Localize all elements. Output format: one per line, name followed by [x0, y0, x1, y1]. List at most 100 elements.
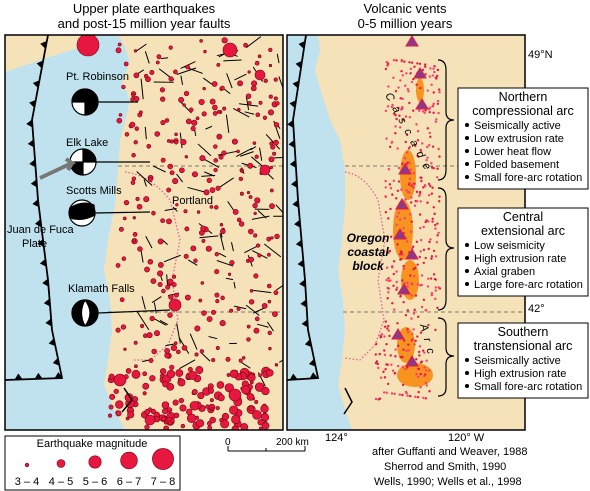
vent	[432, 67, 435, 70]
vent	[404, 367, 407, 371]
vent	[399, 218, 402, 221]
fault	[217, 150, 238, 156]
vent	[400, 251, 403, 254]
earthquake	[119, 297, 125, 303]
vent	[382, 370, 385, 374]
vent	[415, 240, 419, 244]
earthquake	[162, 381, 169, 388]
vent	[388, 183, 392, 186]
vent	[375, 360, 379, 363]
vent	[404, 84, 407, 87]
earthquake	[220, 228, 226, 235]
vent	[412, 312, 416, 315]
vent	[414, 294, 418, 297]
earthquake	[184, 294, 191, 301]
fault	[176, 323, 181, 344]
earthquake	[173, 69, 178, 75]
earthquake	[249, 289, 254, 293]
fault	[279, 359, 283, 363]
vent	[425, 359, 428, 362]
vent	[405, 240, 409, 243]
vent	[393, 392, 396, 396]
vent	[423, 184, 427, 188]
earthquake	[127, 411, 135, 419]
vent	[384, 179, 387, 183]
tooth	[308, 358, 316, 367]
earthquake	[166, 139, 171, 143]
fault	[245, 95, 250, 111]
vent	[415, 123, 418, 126]
vent	[424, 381, 428, 385]
earthquake	[183, 209, 188, 214]
vent	[431, 104, 435, 107]
bullet	[465, 269, 469, 273]
fault	[224, 88, 231, 95]
earthquake	[187, 367, 193, 372]
legend-title: Earthquake magnitude	[37, 438, 148, 450]
earthquake	[251, 80, 258, 87]
fault	[144, 126, 147, 140]
tooth	[42, 278, 49, 287]
tooth	[289, 159, 296, 168]
vent	[413, 65, 416, 68]
vent	[404, 115, 408, 118]
vent	[400, 69, 403, 73]
earthquake	[166, 369, 176, 379]
earthquake	[221, 37, 228, 44]
vent	[414, 266, 417, 270]
legend-label: 5 – 6	[83, 476, 107, 488]
fault	[216, 260, 234, 267]
earthquake	[149, 315, 155, 322]
vent	[436, 74, 439, 78]
earthquake	[163, 425, 169, 430]
vent	[387, 251, 390, 254]
fault	[227, 201, 234, 211]
vent	[436, 68, 440, 72]
fault	[140, 78, 144, 100]
tooth	[287, 120, 294, 128]
vent	[400, 257, 403, 261]
vent	[396, 322, 399, 325]
earthquake	[167, 312, 173, 318]
vent	[429, 67, 432, 70]
earthquake	[142, 382, 150, 390]
fault	[257, 209, 267, 219]
earthquake	[247, 70, 251, 74]
earthquake	[257, 54, 262, 59]
fault	[179, 359, 196, 370]
fault	[176, 173, 184, 183]
vent	[409, 230, 413, 233]
tooth	[39, 258, 47, 267]
earthquake	[211, 357, 216, 363]
vent	[412, 185, 415, 189]
vent	[417, 390, 420, 394]
earthquake	[217, 109, 221, 114]
plate-label: Juan de Fuca	[7, 224, 75, 236]
tooth	[37, 238, 44, 247]
vent	[424, 73, 427, 76]
vent	[419, 361, 423, 364]
vent	[430, 292, 434, 295]
earthquake	[115, 327, 121, 333]
vent	[410, 201, 413, 204]
earthquake	[76, 35, 100, 57]
place-label: Elk Lake	[66, 137, 108, 149]
vent	[416, 375, 420, 379]
fault	[136, 171, 153, 186]
vent	[397, 180, 401, 183]
earthquake	[209, 416, 216, 424]
vent	[395, 223, 398, 226]
vent	[406, 394, 409, 397]
vent	[410, 80, 414, 84]
arc-box	[457, 322, 589, 399]
vent	[393, 308, 396, 311]
earthquake	[144, 414, 156, 426]
left-title: and post-15 million year faults	[58, 16, 231, 31]
vent	[427, 194, 431, 197]
vent	[389, 279, 392, 282]
earthquake	[219, 320, 226, 327]
earthquake	[166, 187, 172, 193]
earthquake	[254, 60, 260, 66]
earthquake	[194, 352, 199, 357]
vent	[383, 325, 387, 328]
